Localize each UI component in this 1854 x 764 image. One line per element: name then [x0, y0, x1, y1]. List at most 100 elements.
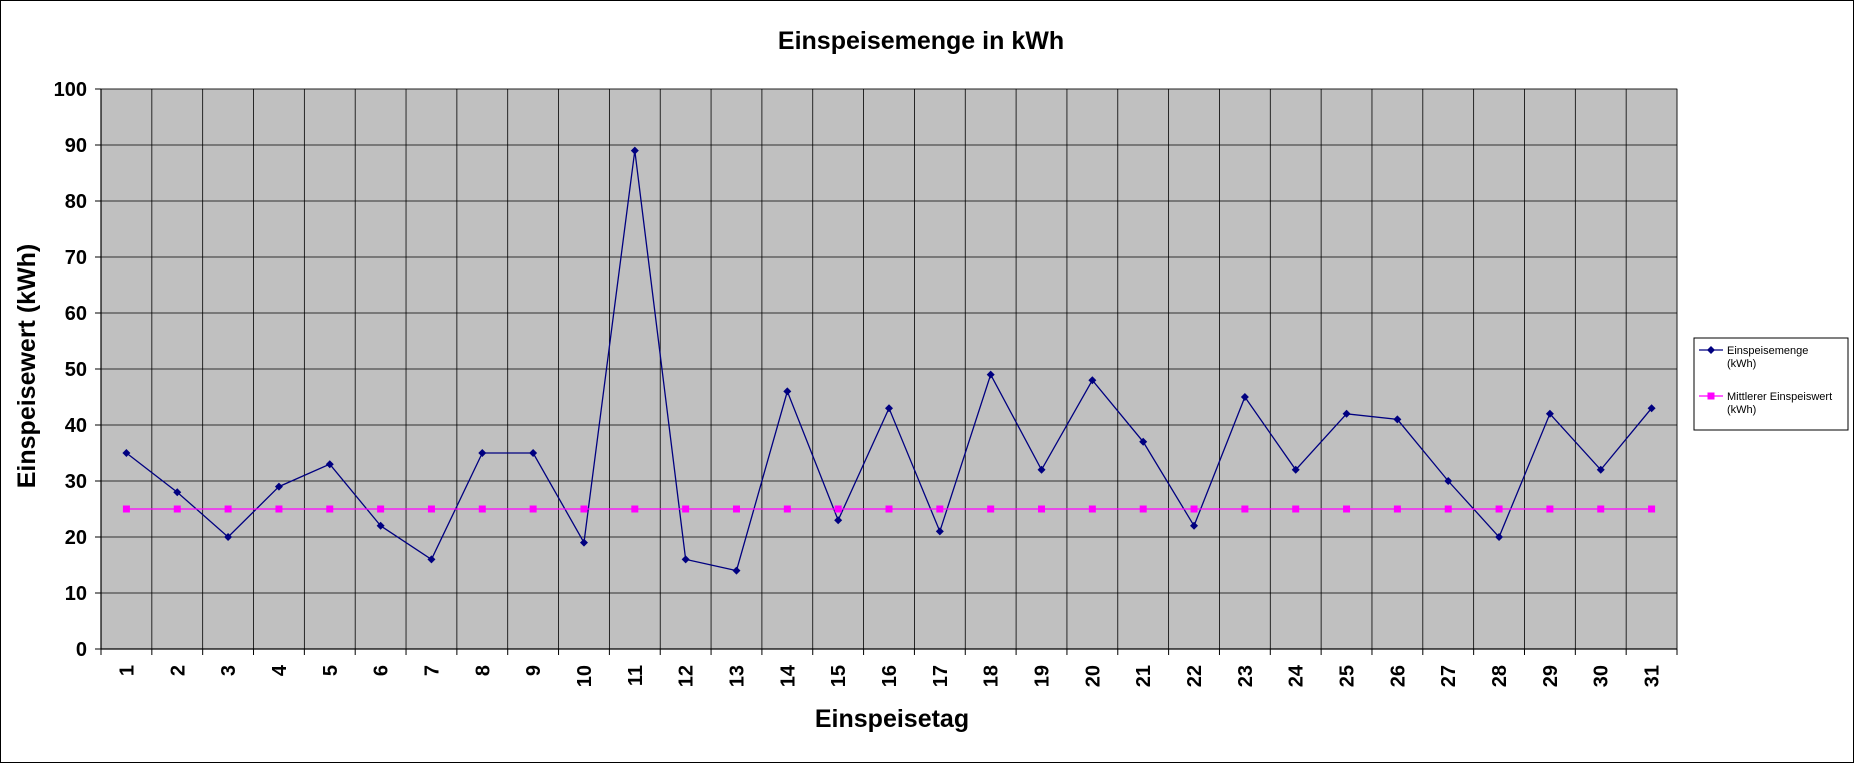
- legend-label-1: Einspeisemenge: [1727, 345, 1808, 357]
- x-tick-label: 11: [625, 665, 647, 686]
- series-2-point: [326, 505, 334, 513]
- series-1-point: [274, 482, 283, 491]
- series-1-point: [478, 449, 487, 457]
- y-axis-title: Einspeisewert (kWh): [13, 244, 41, 489]
- series-1-point: [1393, 415, 1402, 424]
- series-1-point: [630, 146, 639, 155]
- x-axis-title: Einspeisetag: [815, 705, 969, 733]
- legend-marker-1: [1707, 346, 1715, 354]
- series-2-point: [1241, 505, 1249, 513]
- x-tick-label: 13: [726, 665, 748, 687]
- x-tick-label: 7: [421, 665, 443, 676]
- x-tick-label: 3: [218, 665, 240, 676]
- series-2-point: [1088, 505, 1096, 513]
- series-2-point: [783, 505, 791, 513]
- series-2-point: [1546, 505, 1554, 513]
- series-2-point: [224, 505, 232, 513]
- y-tick-label: 70: [65, 247, 87, 269]
- series-1-point: [986, 370, 995, 379]
- series-1-point: [224, 533, 233, 541]
- legend-box: [1693, 337, 1849, 431]
- series-2-point: [1292, 505, 1300, 513]
- x-tick-label: 5: [320, 665, 342, 676]
- legend-label-2: (kWh): [1727, 404, 1756, 416]
- y-tick-label: 20: [65, 527, 87, 549]
- series-2-point: [1495, 505, 1503, 513]
- x-tick-label: 28: [1489, 665, 1511, 687]
- series-1-point: [1596, 465, 1605, 474]
- series-1-point: [1190, 521, 1199, 530]
- y-tick-label: 80: [65, 191, 87, 213]
- series-1-point: [579, 538, 588, 547]
- x-tick-label: 4: [269, 664, 291, 676]
- y-tick-label: 0: [76, 639, 87, 661]
- y-tick-label: 60: [65, 303, 87, 325]
- x-tick-label: 2: [167, 665, 189, 676]
- y-tick-label: 10: [65, 583, 87, 605]
- series-1-point: [1495, 533, 1504, 541]
- series-2-point: [682, 505, 690, 513]
- series-1-point: [1088, 376, 1097, 385]
- series-2-point: [885, 505, 893, 513]
- series-2-point: [936, 505, 944, 513]
- x-tick-label: 27: [1438, 665, 1460, 687]
- x-tick-label: 6: [371, 665, 393, 676]
- series-1-point: [834, 516, 843, 525]
- y-tick-label: 90: [65, 135, 87, 157]
- x-tick-label: 20: [1082, 665, 1104, 687]
- x-tick-label: 30: [1591, 665, 1613, 687]
- series-1-point: [173, 488, 182, 497]
- x-tick-label: 17: [930, 665, 952, 687]
- x-tick-label: 9: [523, 665, 545, 676]
- series-2-point: [1038, 505, 1046, 513]
- series-1-point: [376, 521, 385, 530]
- series-1-point: [783, 387, 792, 396]
- series-2-point: [478, 505, 486, 513]
- series-1-point: [732, 566, 741, 575]
- x-tick-label: 12: [676, 665, 698, 687]
- series-2-point: [580, 505, 588, 513]
- x-tick-label: 29: [1540, 665, 1562, 687]
- series-2-point: [834, 505, 842, 513]
- series-1-point: [325, 460, 334, 469]
- series-1-point: [1291, 465, 1300, 474]
- x-tick-label: 19: [1032, 665, 1054, 687]
- series-1-point: [1139, 437, 1148, 446]
- series-2-point: [427, 505, 435, 513]
- series-1-point: [529, 449, 538, 457]
- series-1-point: [122, 449, 131, 457]
- series-2-point: [275, 505, 283, 513]
- x-tick-label: 18: [981, 665, 1003, 687]
- x-tick-label: 8: [472, 665, 494, 676]
- x-tick-label: 24: [1286, 664, 1308, 687]
- y-tick-label: 40: [65, 415, 87, 437]
- series-2-point: [529, 505, 537, 513]
- series-2-point: [377, 505, 385, 513]
- x-tick-label: 1: [116, 665, 138, 676]
- series-2-point: [631, 505, 639, 513]
- y-tick-label: 100: [54, 79, 87, 101]
- series-2-point: [732, 505, 740, 513]
- x-tick-label: 22: [1184, 665, 1206, 687]
- series-1-point: [1240, 393, 1249, 401]
- series-1-point: [1647, 404, 1656, 413]
- series-2-point: [987, 505, 995, 513]
- x-tick-label: 14: [777, 664, 799, 687]
- series-2-point: [1648, 505, 1656, 513]
- legend-label-2: Mittlerer Einspeiswert: [1727, 391, 1832, 403]
- x-tick-label: 15: [828, 665, 850, 687]
- x-tick-label: 25: [1337, 665, 1359, 687]
- series-1-point: [1342, 409, 1351, 418]
- series-1-point: [1444, 477, 1453, 485]
- series-2-point: [1343, 505, 1351, 513]
- series-2-point: [122, 505, 130, 513]
- series-2-point: [1597, 505, 1605, 513]
- series-2-point: [1139, 505, 1147, 513]
- x-tick-label: 31: [1642, 665, 1664, 687]
- x-tick-label: 21: [1133, 665, 1155, 687]
- series-1-point: [1037, 465, 1046, 474]
- series-2-point: [173, 505, 181, 513]
- x-tick-label: 23: [1235, 665, 1257, 687]
